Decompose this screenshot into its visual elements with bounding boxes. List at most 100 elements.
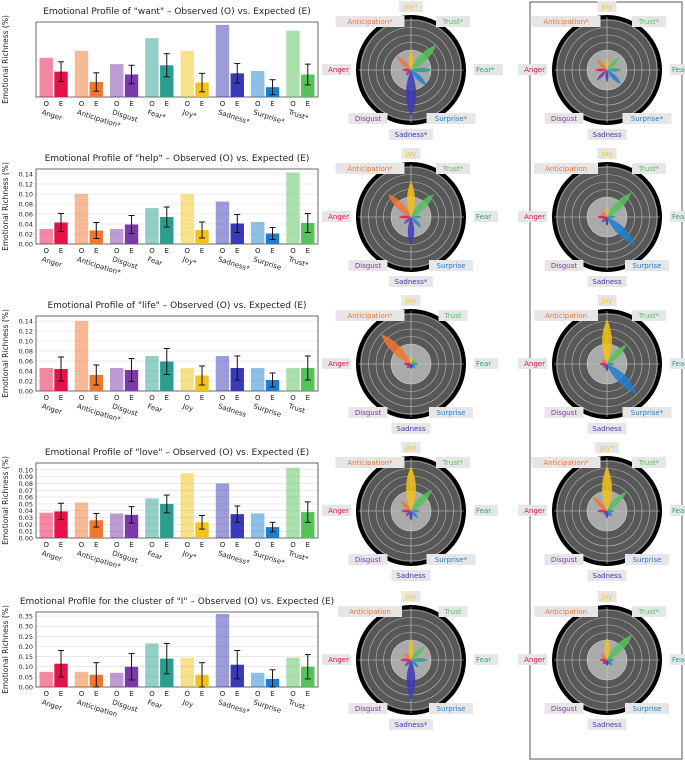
- polar-label-box: [622, 113, 672, 124]
- polar-label: Surprise*: [631, 409, 664, 417]
- o-label: O: [184, 394, 190, 402]
- e-label: E: [270, 247, 274, 255]
- o-label: O: [290, 541, 296, 549]
- polar-label-box: [544, 113, 584, 124]
- polar-label-box: [429, 407, 473, 418]
- e-label: E: [129, 100, 133, 108]
- polar-label: Trust*: [638, 608, 660, 616]
- category-label: Joy: [181, 402, 194, 413]
- e-label: E: [129, 247, 133, 255]
- y-tick-label: 0.08: [19, 480, 33, 488]
- bar-observed: [145, 643, 159, 687]
- category-label: Surprise: [252, 255, 282, 272]
- polar-label-box: [534, 163, 598, 174]
- category-label: Sadness: [217, 402, 248, 419]
- bar-expected: [195, 522, 209, 538]
- polar-label: Sadness*: [395, 278, 428, 286]
- polar-expected-3: Joy* Trust* Fear Surprise Sadness Disgust Ange…: [518, 442, 685, 581]
- category-label: Sadness*: [217, 255, 251, 273]
- polar-petal: [607, 511, 613, 517]
- polar-petal: [607, 660, 613, 666]
- polar-label-box: [531, 16, 601, 27]
- polar-label-box: [597, 148, 617, 159]
- polar-observed-1: Joy Trust* Fear Surprise Sadness* Disgust Ange…: [322, 148, 498, 287]
- polar-petal: [406, 466, 416, 511]
- polar-label-box: [587, 423, 627, 434]
- polar-label: Fear*: [476, 66, 495, 74]
- y-tick-label: 0.20: [19, 643, 33, 651]
- y-tick-label: 0.10: [19, 191, 33, 199]
- polar-petal: [601, 217, 607, 223]
- polar-label: Sadness: [396, 425, 426, 433]
- o-label: O: [114, 394, 120, 402]
- o-label: O: [149, 541, 155, 549]
- o-label: O: [184, 541, 190, 549]
- o-label: O: [184, 690, 190, 698]
- polar-label-box: [518, 211, 547, 222]
- y-tick-label: 0.25: [19, 633, 33, 641]
- polar-label: Fear: [476, 507, 491, 515]
- polar-label-box: [625, 703, 669, 714]
- e-label: E: [59, 247, 63, 255]
- bar-chart-0: Emotional Profile of "want" – Observed (…: [1, 7, 319, 130]
- category-label: Anger: [41, 108, 63, 122]
- polar-petal: [402, 68, 411, 72]
- bar-expected: [54, 71, 68, 97]
- polar-label-box: [587, 276, 627, 287]
- polar-label-box: [338, 606, 402, 617]
- polar-label: Disgust: [355, 409, 382, 417]
- polar-petal: [597, 509, 607, 513]
- chart-title: Emotional Profile of "help" – Observed (…: [45, 154, 310, 164]
- polar-label: Trust*: [638, 459, 660, 467]
- polar-label: Surprise: [633, 556, 662, 564]
- polar-label: Anticipation*: [347, 165, 393, 173]
- polar-label-box: [389, 276, 433, 287]
- category-label: Fear: [146, 698, 163, 710]
- polar-label-box: [518, 654, 547, 665]
- polar-petal: [411, 509, 420, 513]
- bar-observed: [74, 50, 89, 97]
- polar-label-box: [622, 407, 672, 418]
- polar-petal: [403, 652, 411, 660]
- polar-label-box: [670, 64, 685, 75]
- bar-observed: [180, 657, 194, 687]
- polar-label: Anticipation: [545, 608, 587, 616]
- polar-label-box: [632, 310, 666, 321]
- polar-label-box: [632, 163, 666, 174]
- polar-label-box: [401, 295, 421, 306]
- e-label: E: [306, 247, 310, 255]
- o-label: O: [220, 690, 226, 698]
- o-label: O: [79, 394, 85, 402]
- polar-petal: [406, 660, 416, 700]
- polar-petal: [407, 181, 415, 217]
- e-label: E: [129, 690, 133, 698]
- category-label: Sadness*: [217, 549, 251, 567]
- polar-label: Sadness: [592, 721, 622, 729]
- e-label: E: [306, 541, 310, 549]
- polar-label: Fear: [476, 213, 491, 221]
- polar-label: Anger: [328, 66, 349, 74]
- polar-label-box: [518, 358, 547, 369]
- e-label: E: [165, 690, 169, 698]
- polar-label: Joy: [405, 297, 417, 305]
- y-tick-label: 0.04: [19, 368, 33, 376]
- category-label: Trust*: [286, 549, 309, 563]
- polar-label: Trust*: [638, 312, 660, 320]
- polar-label-box: [474, 64, 503, 75]
- bar-observed: [145, 356, 159, 391]
- polar-petal: [600, 653, 607, 660]
- polar-label-box: [348, 703, 388, 714]
- y-tick-label: 0.05: [19, 673, 33, 681]
- bar-observed: [74, 671, 89, 687]
- polar-petal: [388, 194, 411, 217]
- o-label: O: [255, 541, 261, 549]
- chart-title: Emotional Profile of "love" – Observed (…: [45, 448, 309, 458]
- o-label: O: [114, 541, 120, 549]
- category-label: Surprise: [252, 698, 282, 715]
- y-tick-label: 0.07: [19, 487, 33, 495]
- e-label: E: [306, 100, 310, 108]
- polar-petal: [400, 658, 411, 662]
- polar-petal: [601, 211, 607, 217]
- polar-petal: [607, 491, 627, 511]
- polar-label: Disgust: [551, 115, 578, 123]
